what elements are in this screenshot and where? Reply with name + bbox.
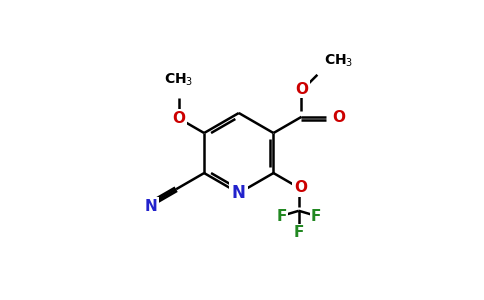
Text: N: N — [232, 184, 246, 202]
Text: O: O — [333, 110, 345, 125]
Text: O: O — [172, 111, 185, 126]
Text: O: O — [294, 180, 307, 195]
Text: CH$_3$: CH$_3$ — [164, 71, 194, 88]
Text: F: F — [294, 225, 304, 240]
Text: F: F — [277, 209, 287, 224]
Text: N: N — [145, 199, 158, 214]
Text: O: O — [295, 82, 308, 97]
Text: CH$_3$: CH$_3$ — [323, 52, 353, 69]
Text: F: F — [311, 209, 321, 224]
